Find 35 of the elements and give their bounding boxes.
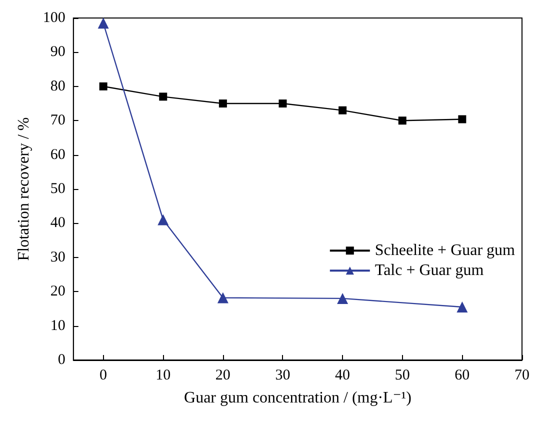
point xyxy=(278,100,287,108)
y-tick-label: 20 xyxy=(50,284,66,300)
y-tick-label: 80 xyxy=(50,78,66,94)
point xyxy=(458,115,466,124)
point xyxy=(98,18,109,29)
legend-label: Talc + Guar gum xyxy=(374,262,484,280)
point xyxy=(158,214,169,226)
x-tick-label: 50 xyxy=(394,368,410,384)
x-tick-label: 0 xyxy=(100,368,108,384)
point xyxy=(456,301,468,312)
y-tick-label: 10 xyxy=(50,318,66,334)
x-tick-label: 30 xyxy=(275,368,290,384)
x-tick-label: 10 xyxy=(156,368,171,384)
y-tick-label: 40 xyxy=(50,215,66,232)
x-tick-label: 40 xyxy=(335,368,350,384)
point xyxy=(337,292,348,304)
point xyxy=(218,100,227,108)
point xyxy=(217,292,228,304)
x-axis-title: Guar gum concentration / (mg·L⁻¹) xyxy=(184,390,412,406)
y-tick-label: 90 xyxy=(50,44,66,60)
y-axis-title: Flotation recovery / % xyxy=(16,117,32,261)
y-tick-label: 0 xyxy=(58,352,66,368)
y-tick-label: 30 xyxy=(50,249,66,266)
y-tick-label: 100 xyxy=(42,10,66,26)
point xyxy=(159,92,168,101)
x-tick-label: 20 xyxy=(215,368,230,384)
x-tick-label: 60 xyxy=(454,368,470,384)
y-tick-label: 60 xyxy=(50,146,66,163)
point xyxy=(398,116,406,125)
point xyxy=(338,106,347,114)
x-tick-label: 70 xyxy=(514,368,530,384)
point xyxy=(99,82,108,90)
y-tick-label: 50 xyxy=(50,181,66,197)
legend-label: Scheelite + Guar gum xyxy=(374,242,516,260)
y-tick-label: 70 xyxy=(50,112,66,129)
